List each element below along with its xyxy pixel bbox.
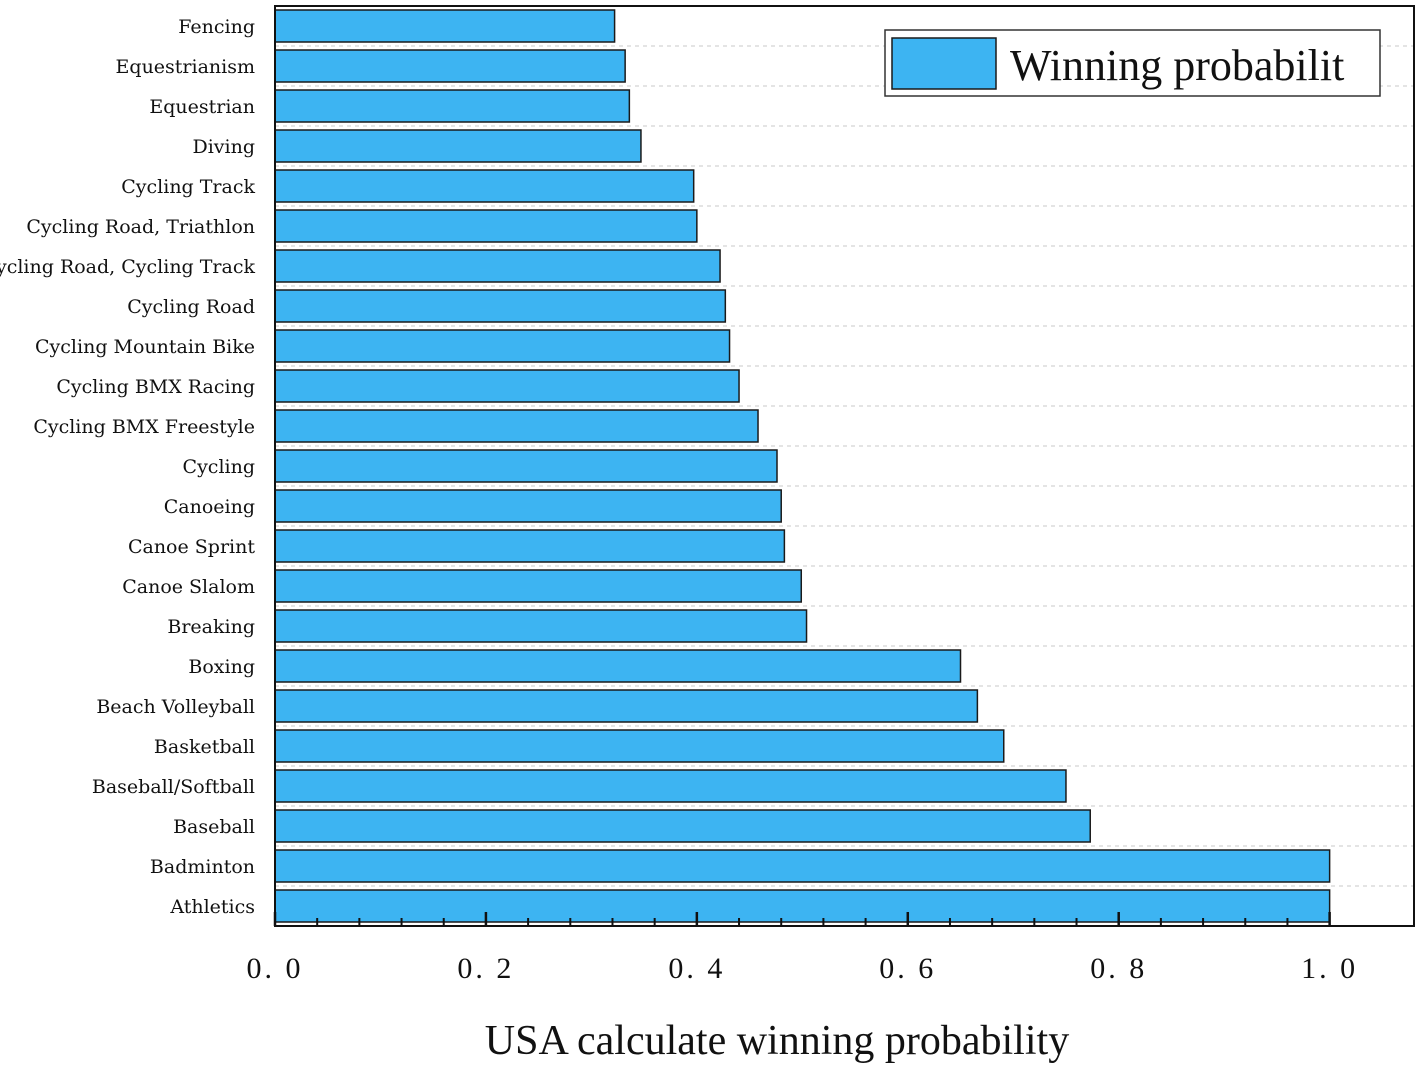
category-label: Equestrian [149, 96, 255, 118]
bar [274, 489, 782, 523]
category-label: Cycling Road, Triathlon [26, 216, 255, 238]
category-label: Canoe Sprint [128, 536, 255, 558]
x-tick-label: 0. 2 [457, 952, 514, 985]
x-tick-label: 0. 0 [247, 952, 304, 985]
category-label: Basketball [154, 736, 255, 758]
category-label: Baseball [173, 816, 255, 838]
bar [274, 649, 962, 683]
bar [274, 289, 727, 323]
category-label: Cycling Track [121, 176, 255, 198]
bar [274, 889, 1331, 923]
legend-swatch [891, 37, 997, 90]
bar [274, 529, 786, 563]
bar [274, 329, 731, 363]
bar [274, 169, 695, 203]
bar [274, 809, 1091, 843]
bar [274, 129, 642, 163]
category-label: Diving [192, 136, 255, 158]
category-label: Cycling BMX Freestyle [33, 416, 255, 438]
category-label: Fencing [178, 16, 255, 38]
category-label: Cycling Road [127, 296, 255, 318]
category-label: Cycling Mountain Bike [35, 336, 255, 358]
bar [274, 9, 616, 43]
bar [274, 769, 1067, 803]
category-label: Boxing [188, 656, 255, 678]
category-label: Breaking [167, 616, 255, 638]
bar [274, 569, 803, 603]
bar [274, 49, 626, 83]
bar [274, 729, 1005, 763]
bars [274, 9, 1331, 923]
category-label: Badminton [150, 856, 255, 878]
grid-lines [275, 45, 1414, 887]
x-tick-label: 1. 0 [1301, 952, 1358, 985]
category-label: Equestrianism [116, 56, 255, 78]
category-label: Cycling Road, Cycling Track [0, 256, 255, 278]
category-label: Cycling [183, 456, 255, 478]
x-tick-label: 0. 8 [1090, 952, 1147, 985]
category-label: Cycling BMX Racing [56, 376, 255, 398]
plot-frame [274, 5, 1415, 927]
bar [274, 609, 808, 643]
bar [274, 849, 1331, 883]
bar [274, 689, 979, 723]
bar [274, 209, 698, 243]
bar [274, 449, 778, 483]
legend: Winning probabilit [884, 29, 1381, 97]
x-tick-label: 0. 6 [879, 952, 936, 985]
category-label: Baseball/Softball [92, 776, 255, 798]
category-label: Beach Volleyball [96, 696, 255, 718]
x-tick-label: 0. 4 [668, 952, 725, 985]
x-axis-title: USA calculate winning probability [485, 1018, 1069, 1064]
bar [274, 249, 721, 283]
bar [274, 369, 740, 403]
category-label: Athletics [169, 896, 255, 918]
bar [274, 89, 631, 123]
legend-label: Winning probabilit [1010, 41, 1344, 90]
bar [274, 409, 759, 443]
category-label: Canoeing [164, 496, 255, 518]
category-label: Canoe Slalom [122, 576, 255, 598]
category-labels: Fencing Equestrianism Equestrian Diving Cycl… [0, 16, 255, 918]
